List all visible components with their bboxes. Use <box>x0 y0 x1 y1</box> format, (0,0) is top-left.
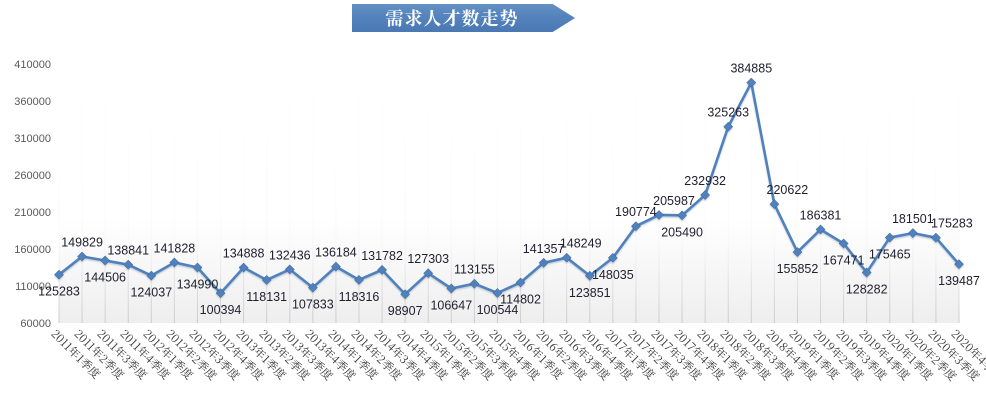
svg-text:139487: 139487 <box>938 274 980 288</box>
svg-text:127303: 127303 <box>407 252 449 266</box>
svg-text:144506: 144506 <box>84 270 126 284</box>
svg-text:384885: 384885 <box>730 62 772 76</box>
svg-text:60000: 60000 <box>20 318 51 330</box>
svg-text:98907: 98907 <box>388 304 423 318</box>
svg-text:131782: 131782 <box>361 249 403 263</box>
svg-text:205987: 205987 <box>653 194 695 208</box>
svg-text:325263: 325263 <box>707 106 749 120</box>
svg-text:132436: 132436 <box>269 248 311 262</box>
svg-text:175465: 175465 <box>869 248 911 262</box>
svg-text:136184: 136184 <box>315 246 357 260</box>
svg-text:113155: 113155 <box>454 263 495 277</box>
svg-text:134888: 134888 <box>223 247 265 261</box>
svg-text:114802: 114802 <box>500 292 541 306</box>
svg-text:175283: 175283 <box>931 217 973 231</box>
svg-text:123851: 123851 <box>569 286 611 300</box>
svg-text:232932: 232932 <box>684 174 726 188</box>
svg-text:260000: 260000 <box>14 170 51 182</box>
svg-text:149829: 149829 <box>61 236 103 250</box>
svg-text:160000: 160000 <box>14 244 51 256</box>
svg-text:205490: 205490 <box>661 225 703 239</box>
svg-text:148035: 148035 <box>592 268 634 282</box>
svg-text:107833: 107833 <box>292 298 334 312</box>
svg-text:141828: 141828 <box>154 241 196 255</box>
svg-text:410000: 410000 <box>14 59 51 71</box>
svg-text:310000: 310000 <box>14 133 51 145</box>
svg-text:100394: 100394 <box>200 303 242 317</box>
svg-text:118316: 118316 <box>339 290 380 304</box>
svg-text:118131: 118131 <box>246 290 287 304</box>
svg-text:155852: 155852 <box>777 262 819 276</box>
svg-text:190774: 190774 <box>615 205 657 219</box>
svg-text:167471: 167471 <box>823 253 865 267</box>
svg-text:181501: 181501 <box>892 212 934 226</box>
svg-text:106647: 106647 <box>430 298 472 312</box>
svg-text:148249: 148249 <box>560 237 602 251</box>
svg-text:220622: 220622 <box>767 183 809 197</box>
svg-text:210000: 210000 <box>14 207 51 219</box>
svg-text:128282: 128282 <box>846 282 888 296</box>
svg-text:125283: 125283 <box>38 285 80 299</box>
svg-text:138841: 138841 <box>107 244 149 258</box>
svg-text:360000: 360000 <box>14 96 51 108</box>
svg-text:186381: 186381 <box>800 208 842 222</box>
svg-text:124037: 124037 <box>130 286 172 300</box>
svg-text:141357: 141357 <box>523 242 565 256</box>
svg-text:134990: 134990 <box>177 278 219 292</box>
